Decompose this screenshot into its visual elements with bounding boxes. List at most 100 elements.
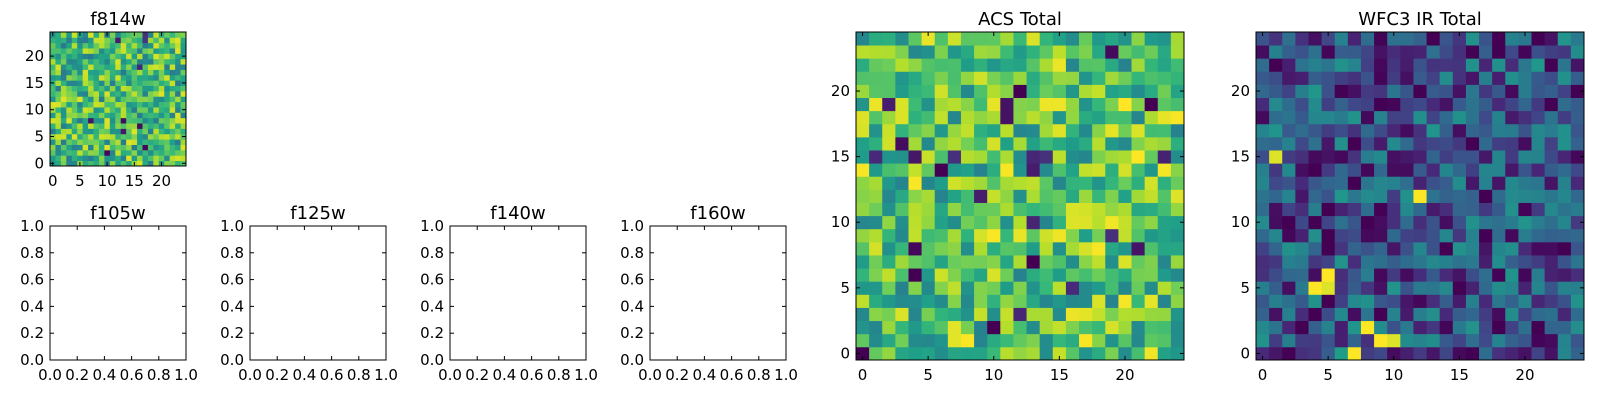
heatmap-cell bbox=[142, 96, 149, 103]
heatmap-cell bbox=[115, 149, 122, 156]
heatmap-cell bbox=[1426, 163, 1441, 177]
heatmap-cell bbox=[180, 101, 187, 108]
heatmap-cell bbox=[1531, 58, 1546, 72]
heatmap-cell bbox=[1465, 255, 1480, 269]
heatmap-cell bbox=[1026, 163, 1041, 177]
heatmap-cell bbox=[1065, 294, 1080, 308]
heatmap-cell bbox=[869, 320, 883, 335]
heatmap-cell bbox=[55, 144, 62, 151]
heatmap-cell bbox=[960, 189, 975, 203]
heatmap-cell bbox=[1105, 71, 1119, 85]
heatmap-cell bbox=[1492, 189, 1506, 203]
heatmap-cell bbox=[921, 241, 936, 256]
heatmap-cell bbox=[137, 139, 143, 145]
heatmap-cell bbox=[126, 37, 132, 44]
heatmap-cell bbox=[1479, 268, 1493, 282]
heatmap-cell bbox=[1000, 228, 1014, 243]
heatmap-cell bbox=[126, 32, 132, 38]
heatmap-cell bbox=[1400, 241, 1414, 256]
heatmap-cell bbox=[960, 215, 975, 230]
heatmap-cell bbox=[175, 90, 181, 97]
heatmap-cell bbox=[1256, 268, 1270, 282]
heatmap-cell bbox=[175, 85, 181, 92]
heatmap-cell bbox=[1013, 97, 1027, 112]
heatmap-cell bbox=[1557, 215, 1572, 230]
heatmap-cell bbox=[934, 241, 949, 256]
heatmap-cell bbox=[987, 45, 1001, 59]
heatmap-cell bbox=[1118, 320, 1132, 335]
heatmap-cell bbox=[120, 58, 127, 65]
heatmap-cell bbox=[908, 202, 922, 217]
heatmap-cell bbox=[947, 97, 962, 112]
heatmap-cell bbox=[1092, 58, 1106, 72]
axes-frame bbox=[1255, 31, 1585, 361]
heatmap-cell bbox=[1170, 228, 1185, 243]
heatmap-cell bbox=[1360, 202, 1375, 217]
heatmap-cell bbox=[109, 42, 116, 49]
heatmap-cell bbox=[1426, 97, 1441, 112]
heatmap-cell bbox=[1000, 215, 1014, 230]
heatmap-cell bbox=[71, 32, 78, 38]
heatmap-cell bbox=[869, 333, 883, 348]
heatmap-cell bbox=[120, 112, 127, 119]
heatmap-cell bbox=[987, 32, 1001, 46]
heatmap-cell bbox=[1170, 110, 1185, 125]
heatmap-cell bbox=[1347, 281, 1362, 295]
heatmap-cell bbox=[169, 107, 176, 113]
heatmap-cell bbox=[109, 133, 116, 140]
heatmap-cell bbox=[77, 96, 84, 103]
heatmap-cell bbox=[1282, 123, 1296, 138]
heatmap-cell bbox=[1400, 71, 1414, 85]
heatmap-cell bbox=[1347, 110, 1362, 125]
heatmap-cell bbox=[104, 74, 111, 81]
heatmap-cell bbox=[1092, 163, 1106, 177]
heatmap-cell bbox=[1347, 97, 1362, 112]
heatmap-cell bbox=[120, 48, 127, 54]
heatmap-cell bbox=[1334, 228, 1349, 243]
heatmap-cell bbox=[131, 101, 138, 108]
heatmap-cell bbox=[137, 96, 143, 103]
heatmap-cell bbox=[137, 53, 143, 60]
heatmap-cell bbox=[1065, 123, 1080, 138]
heatmap-cell bbox=[1321, 189, 1336, 203]
heatmap-cell bbox=[1492, 255, 1506, 269]
heatmap-cell bbox=[60, 74, 67, 81]
heatmap-cell bbox=[974, 215, 988, 230]
heatmap-cell bbox=[55, 64, 62, 70]
heatmap-cell bbox=[1360, 150, 1375, 164]
heatmap-cell bbox=[98, 96, 105, 103]
heatmap-cell bbox=[1544, 241, 1559, 256]
heatmap-cell bbox=[1374, 176, 1388, 190]
heatmap-cell bbox=[60, 90, 67, 97]
heatmap-cell bbox=[1079, 136, 1093, 151]
heatmap-cell bbox=[126, 53, 132, 60]
heatmap-cell bbox=[104, 155, 111, 162]
heatmap-cell bbox=[158, 128, 165, 135]
heatmap-cell bbox=[1347, 346, 1362, 361]
heatmap-cell bbox=[1295, 163, 1309, 177]
heatmap-cell bbox=[1452, 320, 1467, 335]
y-tick-label: 0.2 bbox=[620, 324, 644, 342]
heatmap-cell bbox=[1118, 189, 1132, 203]
heatmap-cell bbox=[169, 101, 176, 108]
heatmap-cell bbox=[71, 90, 78, 97]
heatmap-cell bbox=[142, 128, 149, 135]
heatmap-cell bbox=[77, 64, 84, 70]
heatmap-cell bbox=[947, 71, 962, 85]
heatmap-cell bbox=[1531, 333, 1546, 348]
heatmap-cell bbox=[66, 74, 73, 81]
heatmap-cell bbox=[153, 112, 160, 119]
heatmap-cell bbox=[1505, 189, 1519, 203]
heatmap-cell bbox=[147, 32, 154, 38]
heatmap-cell bbox=[1570, 150, 1585, 164]
heatmap-cell bbox=[1131, 97, 1146, 112]
heatmap-cell bbox=[1505, 294, 1519, 308]
heatmap-cell bbox=[1439, 268, 1454, 282]
heatmap-cell bbox=[1452, 307, 1467, 322]
heatmap-cell bbox=[1360, 307, 1375, 322]
heatmap-cell bbox=[974, 163, 988, 177]
heatmap-cell bbox=[1505, 202, 1519, 217]
heatmap-cell bbox=[1039, 176, 1054, 190]
heatmap-cell bbox=[1465, 163, 1480, 177]
heatmap-cell bbox=[1170, 58, 1185, 72]
